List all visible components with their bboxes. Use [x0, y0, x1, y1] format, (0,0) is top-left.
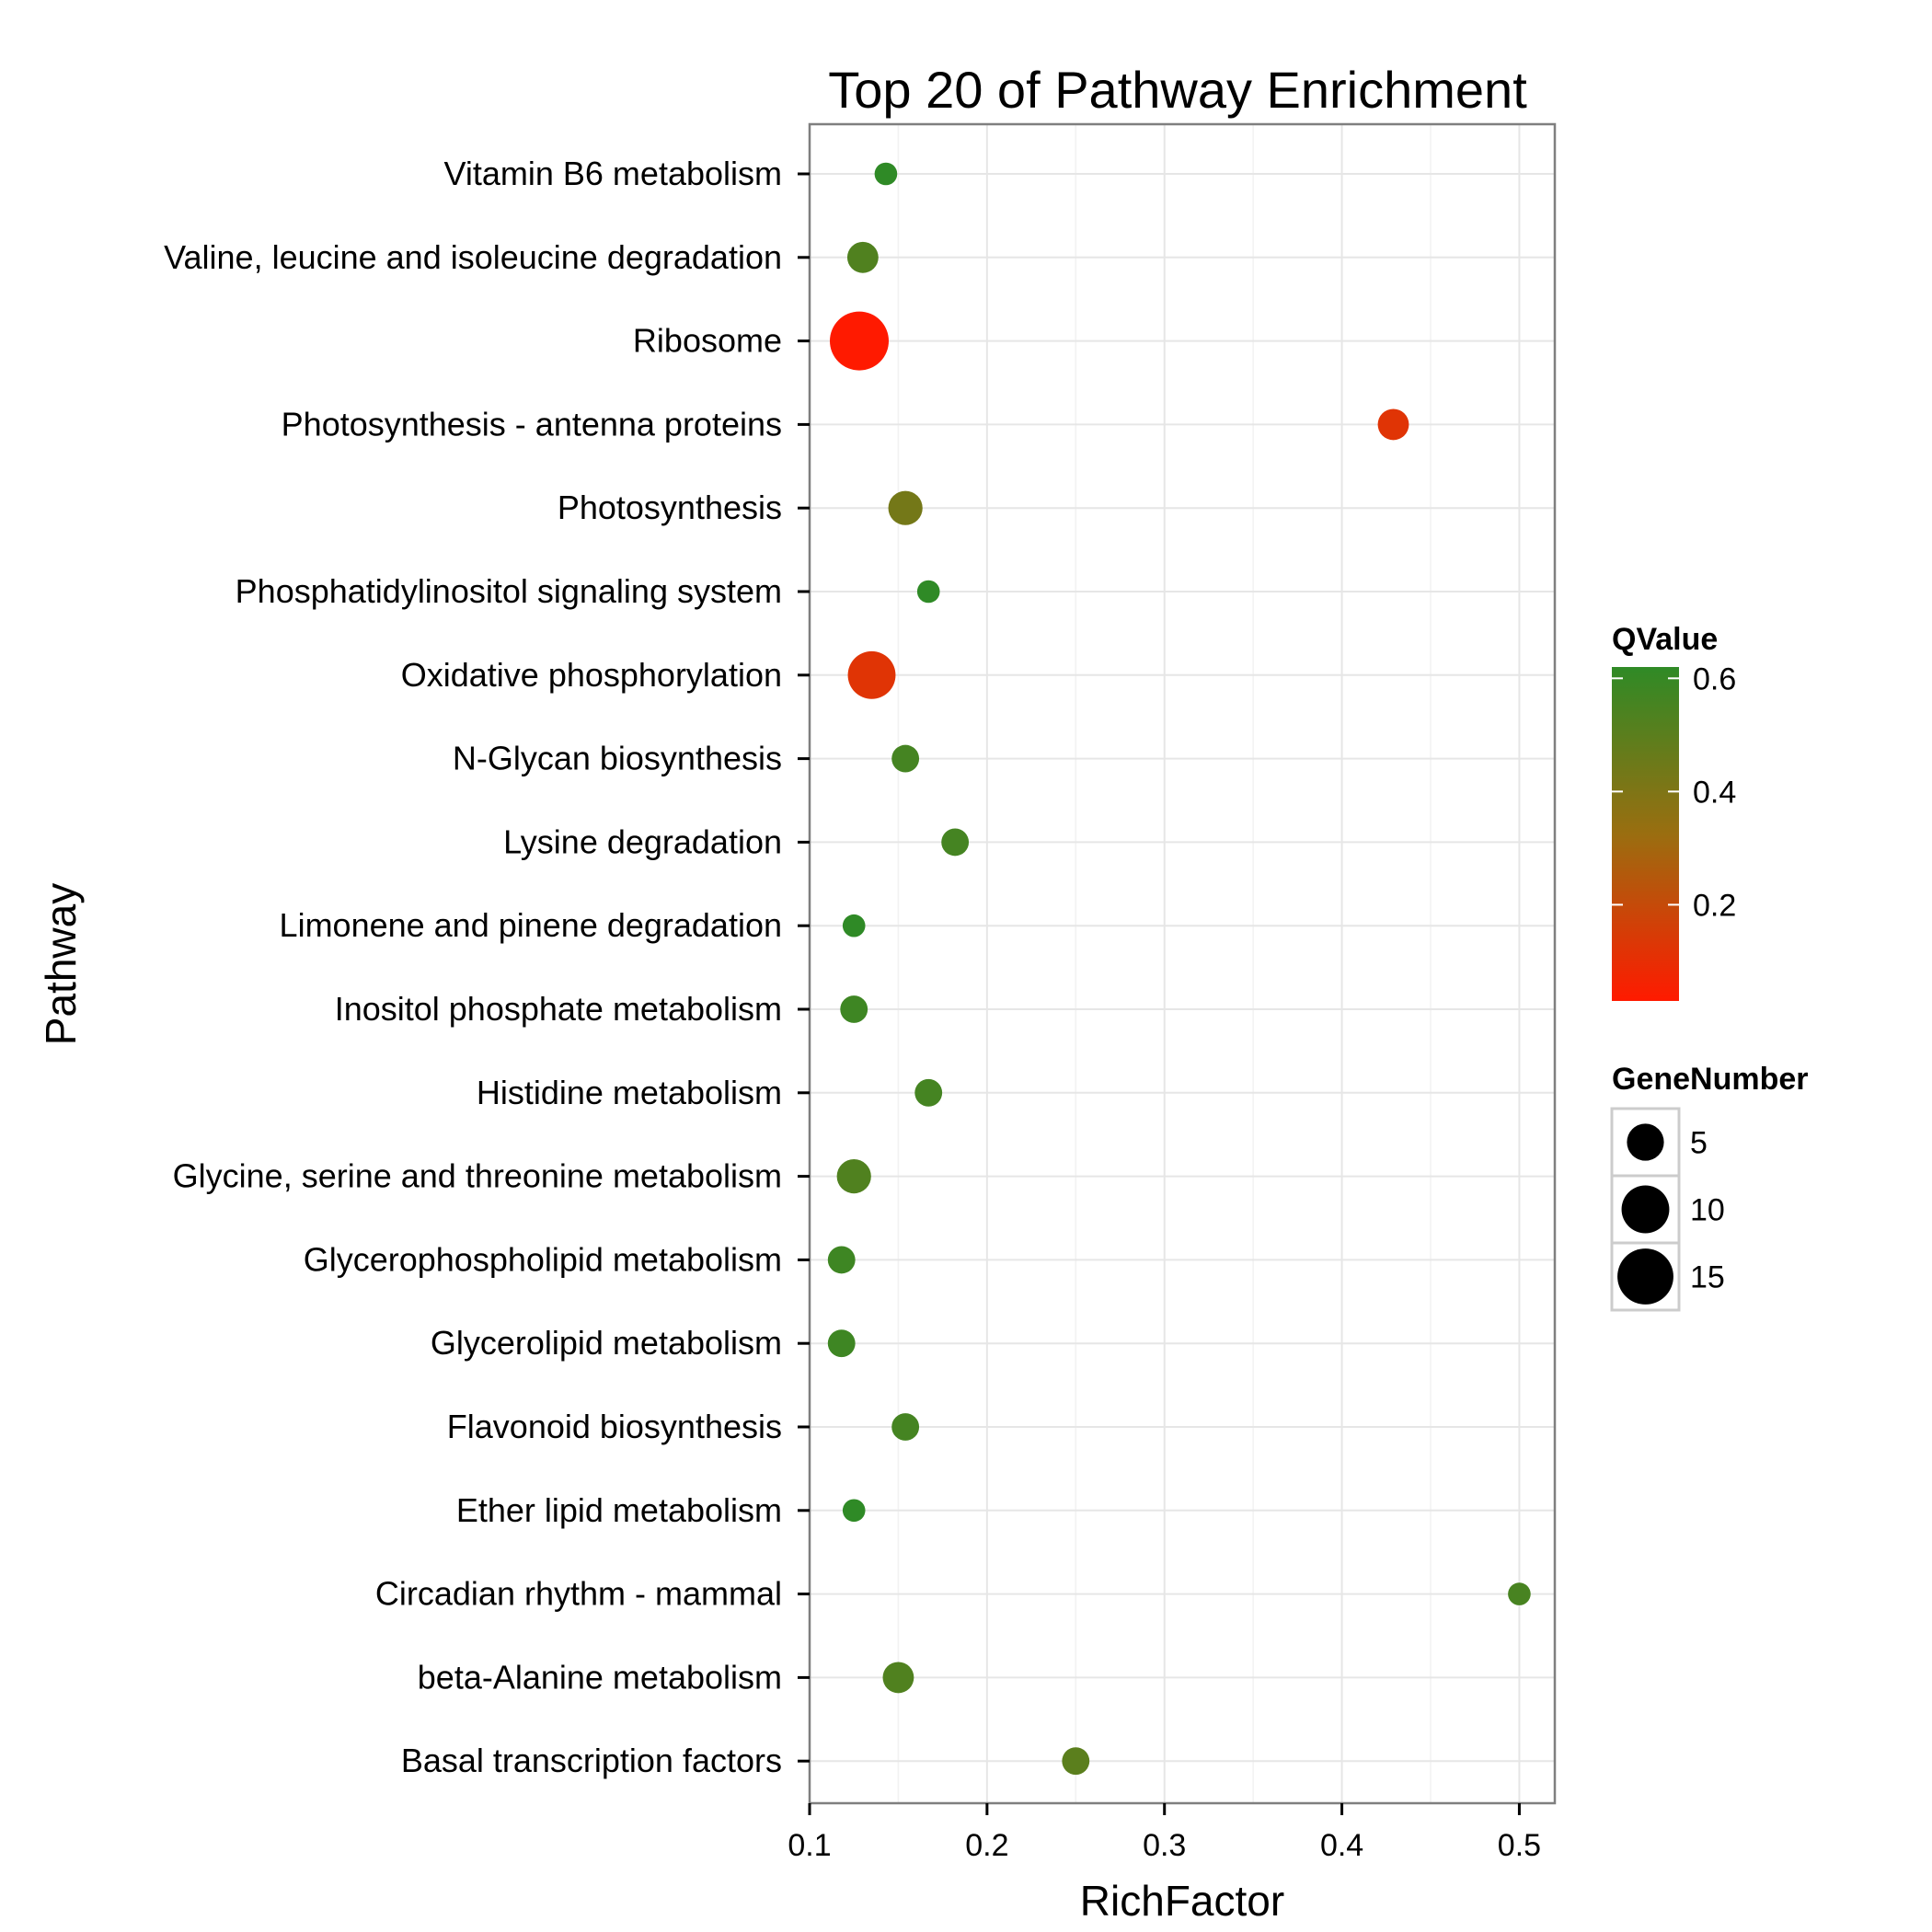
data-point	[840, 995, 868, 1023]
data-point	[846, 241, 879, 273]
y-tick-label: Basal transcription factors	[401, 1742, 782, 1779]
plot-border	[808, 122, 1557, 1805]
data-point	[888, 490, 923, 525]
data-point	[827, 1329, 856, 1358]
y-axis-title: Pathway	[37, 883, 85, 1045]
x-axis-title: RichFactor	[1080, 1877, 1284, 1925]
y-tick-label: Valine, leucine and isoleucine degradati…	[164, 238, 782, 276]
data-point	[847, 650, 896, 699]
y-tick-label: Inositol phosphate metabolism	[335, 990, 782, 1028]
y-tick-label: beta-Alanine metabolism	[418, 1658, 782, 1696]
x-tick-label: 0.1	[788, 1828, 831, 1863]
y-tick-label: Lysine degradation	[503, 822, 782, 860]
x-tick-label: 0.5	[1498, 1828, 1541, 1863]
data-point	[827, 1246, 856, 1274]
size-key-label: 5	[1690, 1126, 1708, 1161]
data-points	[827, 162, 1531, 1776]
x-tick-label: 0.3	[1143, 1828, 1186, 1863]
y-tick-label: Limonene and pinene degradation	[280, 906, 782, 944]
colorbar-tick-label: 0.4	[1693, 775, 1736, 810]
size-key-dot	[1621, 1185, 1670, 1234]
size-key-label: 15	[1690, 1260, 1725, 1295]
y-tick-label: Ribosome	[633, 322, 782, 360]
y-tick-label: Photosynthesis - antenna proteins	[282, 405, 782, 443]
y-tick-label: Phosphatidylinositol signaling system	[236, 572, 782, 610]
colorbar-tick-label: 0.6	[1693, 661, 1736, 696]
plot-panel	[810, 124, 1555, 1803]
data-point	[836, 1158, 871, 1194]
x-tick-label: 0.4	[1320, 1828, 1363, 1863]
data-point	[1377, 408, 1409, 441]
y-tick-label: Ether lipid metabolism	[456, 1491, 782, 1529]
data-point	[1062, 1747, 1090, 1776]
data-point	[941, 828, 970, 857]
data-point	[842, 914, 866, 937]
x-axis: 0.1 0.2 0.3 0.4 0.5	[788, 1803, 1541, 1863]
data-point	[882, 1662, 914, 1694]
size-key-dot	[1627, 1123, 1664, 1161]
y-tick-label: Circadian rhythm - mammal	[375, 1575, 782, 1613]
data-point	[916, 580, 940, 604]
genenumber-legend: GeneNumber 5 10 15	[1610, 1062, 1809, 1312]
y-tick-label: Glycine, serine and threonine metabolism	[173, 1157, 782, 1195]
grid-lines	[809, 124, 1555, 1803]
y-tick-label: Vitamin B6 metabolism	[444, 155, 783, 192]
y-tick-label: Flavonoid biosynthesis	[447, 1408, 782, 1445]
colorbar-tick-label: 0.2	[1693, 888, 1736, 923]
y-tick-label: Photosynthesis	[558, 489, 782, 526]
y-tick-label: N-Glycan biosynthesis	[453, 740, 782, 777]
y-axis: Vitamin B6 metabolism Valine, leucine and…	[164, 155, 810, 1779]
size-key-label: 10	[1690, 1193, 1725, 1228]
genenumber-legend-title: GeneNumber	[1612, 1062, 1809, 1097]
size-key-dot	[1617, 1248, 1673, 1305]
data-point	[1508, 1582, 1531, 1605]
y-tick-label: Glycerophospholipid metabolism	[304, 1240, 782, 1278]
x-tick-label: 0.2	[965, 1828, 1008, 1863]
data-point	[891, 744, 920, 773]
data-point	[830, 311, 889, 371]
data-point	[914, 1078, 943, 1107]
qvalue-colorbar	[1612, 667, 1679, 1001]
y-tick-label: Glycerolipid metabolism	[431, 1324, 782, 1362]
data-point	[842, 1499, 866, 1523]
data-point	[874, 162, 898, 186]
y-tick-label: Histidine metabolism	[477, 1074, 782, 1111]
chart-title: Top 20 of Pathway Enrichment	[828, 61, 1527, 119]
qvalue-legend: QValue 0.2 0.4 0.6	[1612, 622, 1736, 1001]
y-tick-label: Oxidative phosphorylation	[401, 656, 782, 694]
qvalue-legend-title: QValue	[1612, 622, 1718, 657]
data-point	[891, 1413, 920, 1441]
